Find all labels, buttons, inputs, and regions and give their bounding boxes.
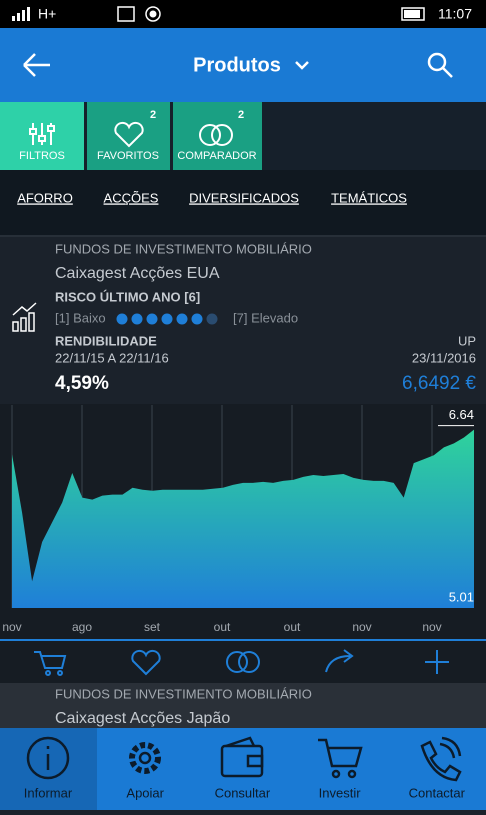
cart-icon <box>318 738 363 779</box>
tab-comparador[interactable] <box>173 102 262 170</box>
nav-item[interactable]: Investir <box>319 785 362 800</box>
up-value: 6,6492 € <box>402 373 476 394</box>
x-tick-label: nov <box>2 620 21 634</box>
phone-icon <box>420 736 462 782</box>
risk-dot <box>176 313 188 325</box>
category-tab[interactable]: AFORRO <box>17 190 73 205</box>
risk-dot <box>131 313 143 325</box>
up-date: 23/11/2016 <box>412 350 476 365</box>
nav-item[interactable]: Contactar <box>409 785 466 800</box>
fund-name: Caixagest Acções Japão <box>55 710 230 727</box>
heart-icon <box>114 121 144 148</box>
fund-type: FUNDOS DE INVESTIMENTO MOBILIÁRIO <box>55 686 312 701</box>
nav-item[interactable]: Informar <box>24 785 73 800</box>
risk-low: [1] Baixo <box>55 310 106 325</box>
category-tab[interactable]: TEMÁTICOS <box>331 190 407 205</box>
return-period: 22/11/15 A 22/11/16 <box>55 350 169 365</box>
back-button[interactable] <box>23 53 50 77</box>
category-tab[interactable]: DIVERSIFICADOS <box>189 190 299 205</box>
up-title: UP <box>458 333 476 348</box>
area <box>12 429 474 608</box>
nav-item[interactable]: Consultar <box>215 785 271 800</box>
x-tick-label: out <box>284 620 301 634</box>
x-tick-label: out <box>214 620 231 634</box>
risk-title: RISCO ÚLTIMO ANO [6] <box>55 289 200 304</box>
chart-icon <box>12 302 37 332</box>
network: H+ <box>38 6 56 22</box>
next-card[interactable] <box>0 683 486 728</box>
tab-badge: 2 <box>150 109 156 121</box>
category-bar <box>0 170 486 235</box>
action-row <box>0 641 486 683</box>
nav-labels: Informar Apoiar Consultar Investir Contactar <box>24 785 466 800</box>
add-action[interactable] <box>425 650 449 674</box>
fund-type: FUNDOS DE INVESTIMENTO MOBILIÁRIO <box>55 241 312 256</box>
risk-dot <box>146 313 158 325</box>
search-button[interactable] <box>427 52 453 78</box>
x-tick-label: ago <box>72 620 92 634</box>
share-action[interactable] <box>325 649 354 673</box>
wallet-icon <box>220 736 264 778</box>
risk-high: [7] Elevado <box>233 310 298 325</box>
rings-icon <box>199 124 233 146</box>
x-tick-label: nov <box>352 620 371 634</box>
battery <box>401 7 425 21</box>
favorite-action[interactable] <box>131 649 161 676</box>
risk-dot <box>116 313 128 325</box>
max-label: 6.64 <box>449 407 474 422</box>
tab-label: FAVORITOS <box>97 150 159 162</box>
rec-icon <box>145 6 161 22</box>
x-tick-label: set <box>144 620 161 634</box>
fund-name[interactable]: Caixagest Acções EUA <box>55 265 220 282</box>
tab-label: COMPARADOR <box>177 150 256 162</box>
return-value: 4,59% <box>55 373 109 394</box>
min-label: 5.01 <box>449 589 474 604</box>
risk-dot <box>191 313 203 325</box>
compare-action[interactable] <box>226 651 260 673</box>
header <box>0 28 486 102</box>
tab-favoritos[interactable] <box>87 102 170 170</box>
risk-dot <box>161 313 173 325</box>
header-title[interactable]: Produtos <box>193 54 281 76</box>
cart-action[interactable] <box>34 651 67 669</box>
tab-label: FILTROS <box>19 150 65 162</box>
info-icon <box>26 736 70 780</box>
category-tab[interactable]: ACÇÕES <box>104 190 159 205</box>
tab-badge: 2 <box>238 109 244 121</box>
signal <box>12 7 30 21</box>
msg-icon <box>117 6 135 22</box>
filter-icon <box>29 123 55 145</box>
category-list: AFORRO ACÇÕES DIVERSIFICADOS TEMÁTICOS <box>17 190 407 205</box>
nav-item[interactable]: Apoiar <box>126 785 164 800</box>
gear-icon <box>129 742 161 774</box>
risk-dot <box>206 313 218 325</box>
chart: nov ago set out out nov nov 6.64 5.01 <box>2 405 474 634</box>
dropdown-chevron <box>295 61 309 70</box>
return-title: RENDIBILIDADE <box>55 333 157 348</box>
x-tick-label: nov <box>422 620 441 634</box>
risk-dots <box>116 313 218 325</box>
time: 11:07 <box>438 6 472 22</box>
